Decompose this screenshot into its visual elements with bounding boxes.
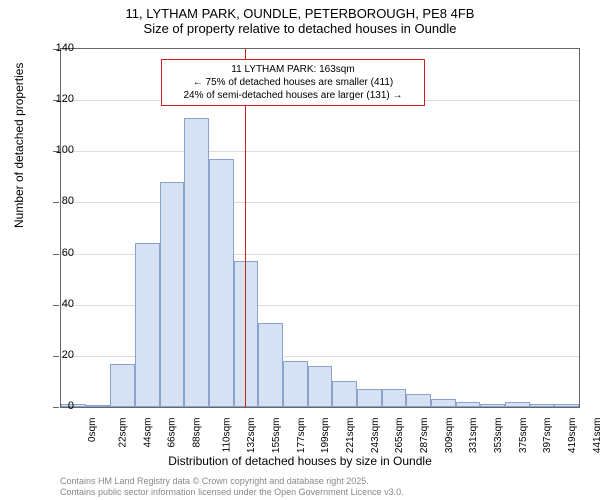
x-tick-label: 110sqm <box>221 418 232 453</box>
histogram-bar <box>234 261 259 407</box>
annotation-line: 11 LYTHAM PARK: 163sqm <box>168 63 418 76</box>
histogram-bar <box>382 389 407 407</box>
x-tick-label: 44sqm <box>142 418 153 448</box>
histogram-bar <box>86 405 111 407</box>
x-tick-label: 66sqm <box>167 418 178 448</box>
histogram-bar <box>431 399 456 407</box>
x-tick-label: 287sqm <box>419 418 430 454</box>
x-tick-label: 309sqm <box>444 418 455 454</box>
x-tick-label: 177sqm <box>296 418 307 454</box>
histogram-bar <box>406 394 431 407</box>
histogram-bar <box>135 243 160 407</box>
grid-line <box>61 151 579 152</box>
histogram-bar <box>283 361 308 407</box>
x-tick-label: 199sqm <box>320 418 331 454</box>
chart-container: 11, LYTHAM PARK, OUNDLE, PETERBOROUGH, P… <box>0 0 600 500</box>
x-axis-title: Distribution of detached houses by size … <box>0 454 600 468</box>
title-line-2: Size of property relative to detached ho… <box>0 21 600 36</box>
y-tick-label: 80 <box>44 195 74 207</box>
y-tick-label: 20 <box>44 349 74 361</box>
x-tick-label: 397sqm <box>542 418 553 454</box>
x-tick-label: 221sqm <box>345 418 356 454</box>
histogram-bar <box>160 182 185 407</box>
x-tick-label: 0sqm <box>87 418 98 442</box>
x-tick-label: 88sqm <box>192 418 203 448</box>
histogram-bar <box>505 402 530 407</box>
y-tick-label: 100 <box>44 144 74 156</box>
histogram-bar <box>184 118 209 407</box>
x-tick-label: 22sqm <box>118 418 129 448</box>
histogram-bar <box>209 159 234 407</box>
title-line-1: 11, LYTHAM PARK, OUNDLE, PETERBOROUGH, P… <box>0 6 600 21</box>
y-axis-title: Number of detached properties <box>12 63 26 228</box>
histogram-bar <box>480 404 505 407</box>
footer: Contains HM Land Registry data © Crown c… <box>60 476 404 499</box>
annotation-box: 11 LYTHAM PARK: 163sqm← 75% of detached … <box>161 59 425 106</box>
histogram-bar <box>554 404 579 407</box>
footer-line-1: Contains HM Land Registry data © Crown c… <box>60 476 404 487</box>
y-tick-label: 140 <box>44 42 74 54</box>
x-tick-label: 265sqm <box>394 418 405 454</box>
y-tick-label: 40 <box>44 298 74 310</box>
annotation-line: ← 75% of detached houses are smaller (41… <box>168 76 418 89</box>
title-block: 11, LYTHAM PARK, OUNDLE, PETERBOROUGH, P… <box>0 0 600 36</box>
histogram-bar <box>357 389 382 407</box>
footer-line-2: Contains public sector information licen… <box>60 487 404 498</box>
x-tick-label: 441sqm <box>592 418 600 454</box>
grid-line <box>61 202 579 203</box>
x-tick-label: 132sqm <box>246 418 257 454</box>
x-tick-label: 353sqm <box>493 418 504 454</box>
annotation-line: 24% of semi-detached houses are larger (… <box>168 89 418 102</box>
histogram-bar <box>308 366 333 407</box>
histogram-bar <box>258 323 283 407</box>
x-tick-label: 419sqm <box>567 418 578 454</box>
y-tick-label: 0 <box>44 400 74 412</box>
y-tick-label: 120 <box>44 93 74 105</box>
histogram-bar <box>332 381 357 407</box>
y-tick-label: 60 <box>44 247 74 259</box>
x-tick-label: 331sqm <box>468 418 479 454</box>
histogram-bar <box>110 364 135 407</box>
plot-area: 11 LYTHAM PARK: 163sqm← 75% of detached … <box>60 48 580 408</box>
histogram-bar <box>456 402 481 407</box>
x-tick-label: 243sqm <box>370 418 381 454</box>
x-tick-label: 155sqm <box>271 418 282 454</box>
histogram-bar <box>530 404 555 407</box>
x-tick-label: 375sqm <box>518 418 529 454</box>
